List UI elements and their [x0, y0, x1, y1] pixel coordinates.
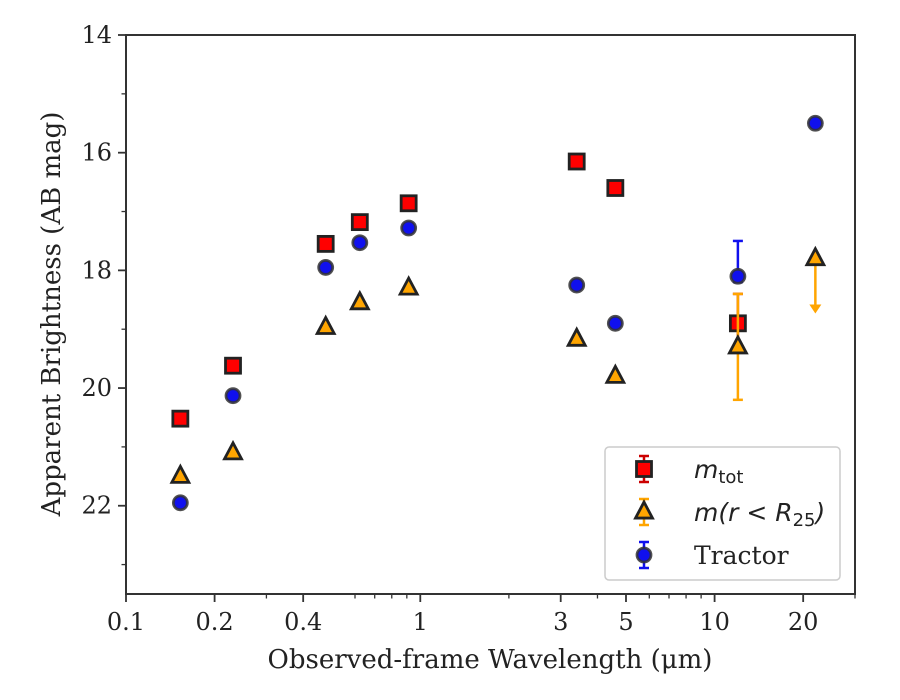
y-axis-label: Apparent Brightness (AB mag)	[37, 112, 67, 518]
data-point	[224, 387, 242, 405]
y-axis-ticks: 14 16 18 20 22	[81, 21, 126, 566]
data-point	[804, 245, 827, 267]
legend-box	[604, 446, 841, 581]
data-point	[400, 219, 418, 237]
data-point	[606, 314, 624, 332]
data-point	[317, 259, 335, 276]
data-point	[806, 114, 824, 132]
data-point	[348, 289, 371, 311]
y-tick-label: 22	[81, 492, 112, 520]
data-point	[224, 356, 242, 375]
x-tick-label: 20	[788, 608, 819, 636]
data-point	[606, 179, 625, 197]
series-m-r-r25	[169, 245, 827, 484]
data-point	[171, 494, 189, 512]
series-m-tot	[171, 152, 747, 428]
y-tick-label: 20	[81, 374, 112, 402]
data-point	[222, 439, 244, 461]
data-point	[316, 234, 335, 253]
x-axis-ticks: 0.1 0.2 0.4 1 3 5 10 20	[107, 594, 856, 636]
series-tractor	[171, 114, 824, 512]
data-point	[565, 326, 588, 347]
x-tick-label: 10	[699, 608, 730, 636]
y-tick-label: 18	[81, 256, 112, 284]
data-point	[568, 276, 586, 294]
data-point	[171, 409, 190, 428]
data-point	[350, 213, 369, 232]
data-point	[604, 363, 627, 384]
data-point	[351, 234, 369, 252]
legend-marker-m_tot	[635, 460, 653, 478]
x-tick-label: 5	[618, 608, 633, 636]
legend-marker-tractor	[635, 546, 653, 564]
data-point	[399, 194, 418, 213]
data-point	[729, 267, 747, 285]
x-axis-label: Observed-frame Wavelength (μm)	[268, 645, 713, 675]
x-tick-label: 0.1	[107, 608, 145, 636]
data-point	[727, 333, 749, 355]
y-tick-label: 14	[81, 21, 112, 49]
x-tick-label: 0.2	[196, 608, 234, 636]
data-point	[397, 275, 420, 296]
data-marks	[169, 114, 827, 512]
data-point	[169, 463, 192, 484]
plot-frame	[125, 34, 856, 595]
legend-label-tractor: Tractor	[694, 541, 789, 570]
legend-marker-m_r25	[633, 499, 655, 520]
data-point	[314, 314, 337, 335]
data-point	[567, 152, 586, 171]
x-tick-label: 0.4	[284, 608, 322, 636]
upper-limit-arrow	[809, 304, 822, 314]
y-tick-label: 16	[81, 139, 112, 167]
x-tick-label: 1	[413, 608, 428, 636]
legend: mtot m(r < R25) Tractor	[604, 446, 841, 581]
legend-label-m_r25: m(r < R25)	[694, 498, 825, 531]
x-tick-label: 3	[553, 608, 568, 636]
legend-label-m_tot: mtot	[694, 455, 744, 488]
